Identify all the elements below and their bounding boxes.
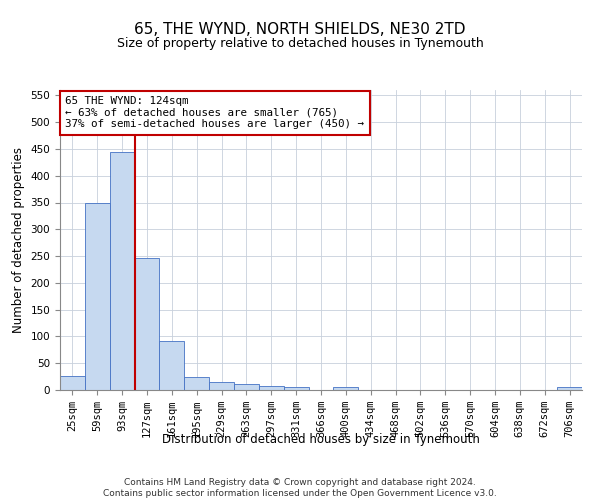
Text: Size of property relative to detached houses in Tynemouth: Size of property relative to detached ho… (116, 38, 484, 51)
Bar (160, 340, 184, 390)
Text: Distribution of detached houses by size in Tynemouth: Distribution of detached houses by size … (162, 432, 480, 446)
Text: 65 THE WYND: 124sqm
← 63% of detached houses are smaller (765)
37% of semi-detac: 65 THE WYND: 124sqm ← 63% of detached ho… (65, 96, 364, 129)
Text: 65, THE WYND, NORTH SHIELDS, NE30 2TD: 65, THE WYND, NORTH SHIELDS, NE30 2TD (134, 22, 466, 38)
Bar (85, 202, 110, 390)
Bar (284, 387, 308, 390)
Bar (234, 384, 259, 390)
Bar (209, 382, 234, 390)
Bar (134, 258, 160, 390)
Bar (334, 388, 358, 390)
Bar (557, 388, 582, 390)
Bar (110, 152, 134, 390)
Bar (259, 386, 284, 390)
Bar (184, 376, 209, 390)
Bar (60, 376, 85, 390)
Y-axis label: Number of detached properties: Number of detached properties (12, 147, 25, 333)
Text: Contains HM Land Registry data © Crown copyright and database right 2024.
Contai: Contains HM Land Registry data © Crown c… (103, 478, 497, 498)
